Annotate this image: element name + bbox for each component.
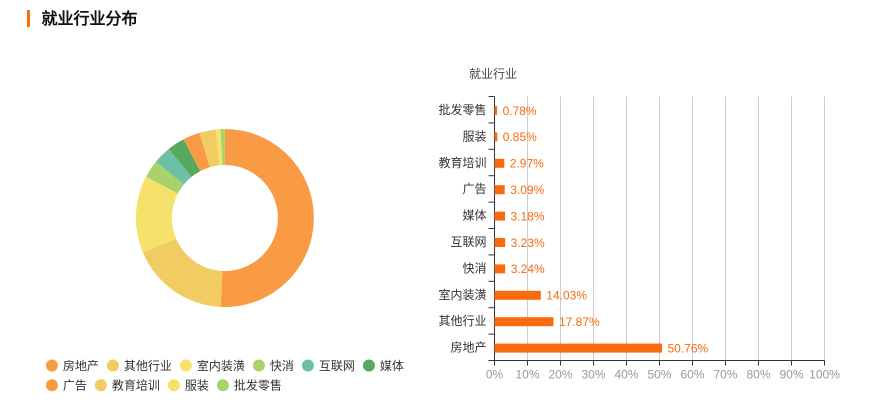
- svg-text:服装: 服装: [462, 129, 486, 143]
- svg-text:0%: 0%: [486, 368, 504, 382]
- svg-text:3.24%: 3.24%: [511, 262, 545, 276]
- svg-text:90%: 90%: [779, 368, 803, 382]
- svg-text:互联网: 互联网: [450, 235, 486, 249]
- svg-text:房地产: 房地产: [63, 358, 99, 373]
- svg-text:快消: 快消: [270, 359, 294, 373]
- svg-text:2.97%: 2.97%: [510, 157, 544, 171]
- svg-text:室内装潢: 室内装潢: [197, 358, 245, 373]
- svg-text:批发零售: 批发零售: [234, 378, 282, 393]
- svg-text:广告: 广告: [462, 182, 486, 196]
- svg-text:教育培训: 教育培训: [112, 378, 160, 393]
- svg-text:就业行业分布: 就业行业分布: [42, 9, 138, 28]
- svg-text:快消: 快消: [462, 261, 486, 275]
- svg-text:服装: 服装: [185, 379, 209, 393]
- svg-text:14.03%: 14.03%: [546, 289, 587, 303]
- svg-text:就业行业: 就业行业: [469, 67, 517, 81]
- svg-text:50%: 50%: [647, 368, 671, 382]
- svg-text:80%: 80%: [746, 368, 770, 382]
- svg-text:40%: 40%: [614, 368, 638, 382]
- svg-text:20%: 20%: [548, 368, 572, 382]
- svg-text:其他行业: 其他行业: [438, 314, 486, 328]
- svg-text:广告: 广告: [63, 379, 87, 393]
- svg-text:其他行业: 其他行业: [124, 359, 172, 373]
- svg-text:0.78%: 0.78%: [503, 104, 537, 118]
- svg-text:3.18%: 3.18%: [510, 209, 544, 223]
- svg-text:室内装潢: 室内装潢: [438, 287, 486, 302]
- svg-text:100%: 100%: [809, 368, 840, 382]
- svg-text:17.87%: 17.87%: [559, 315, 600, 329]
- svg-text:50.76%: 50.76%: [668, 341, 709, 355]
- svg-text:30%: 30%: [581, 368, 605, 382]
- svg-text:10%: 10%: [515, 368, 539, 382]
- svg-text:0.85%: 0.85%: [503, 130, 537, 144]
- svg-text:70%: 70%: [713, 368, 737, 382]
- svg-text:媒体: 媒体: [462, 209, 486, 223]
- svg-text:批发零售: 批发零售: [438, 102, 486, 117]
- svg-text:房地产: 房地产: [450, 340, 486, 355]
- svg-text:3.23%: 3.23%: [511, 236, 545, 250]
- svg-text:60%: 60%: [680, 368, 704, 382]
- svg-text:互联网: 互联网: [319, 359, 355, 373]
- svg-text:媒体: 媒体: [380, 359, 404, 373]
- svg-text:教育培训: 教育培训: [438, 155, 486, 170]
- svg-text:3.09%: 3.09%: [510, 183, 544, 197]
